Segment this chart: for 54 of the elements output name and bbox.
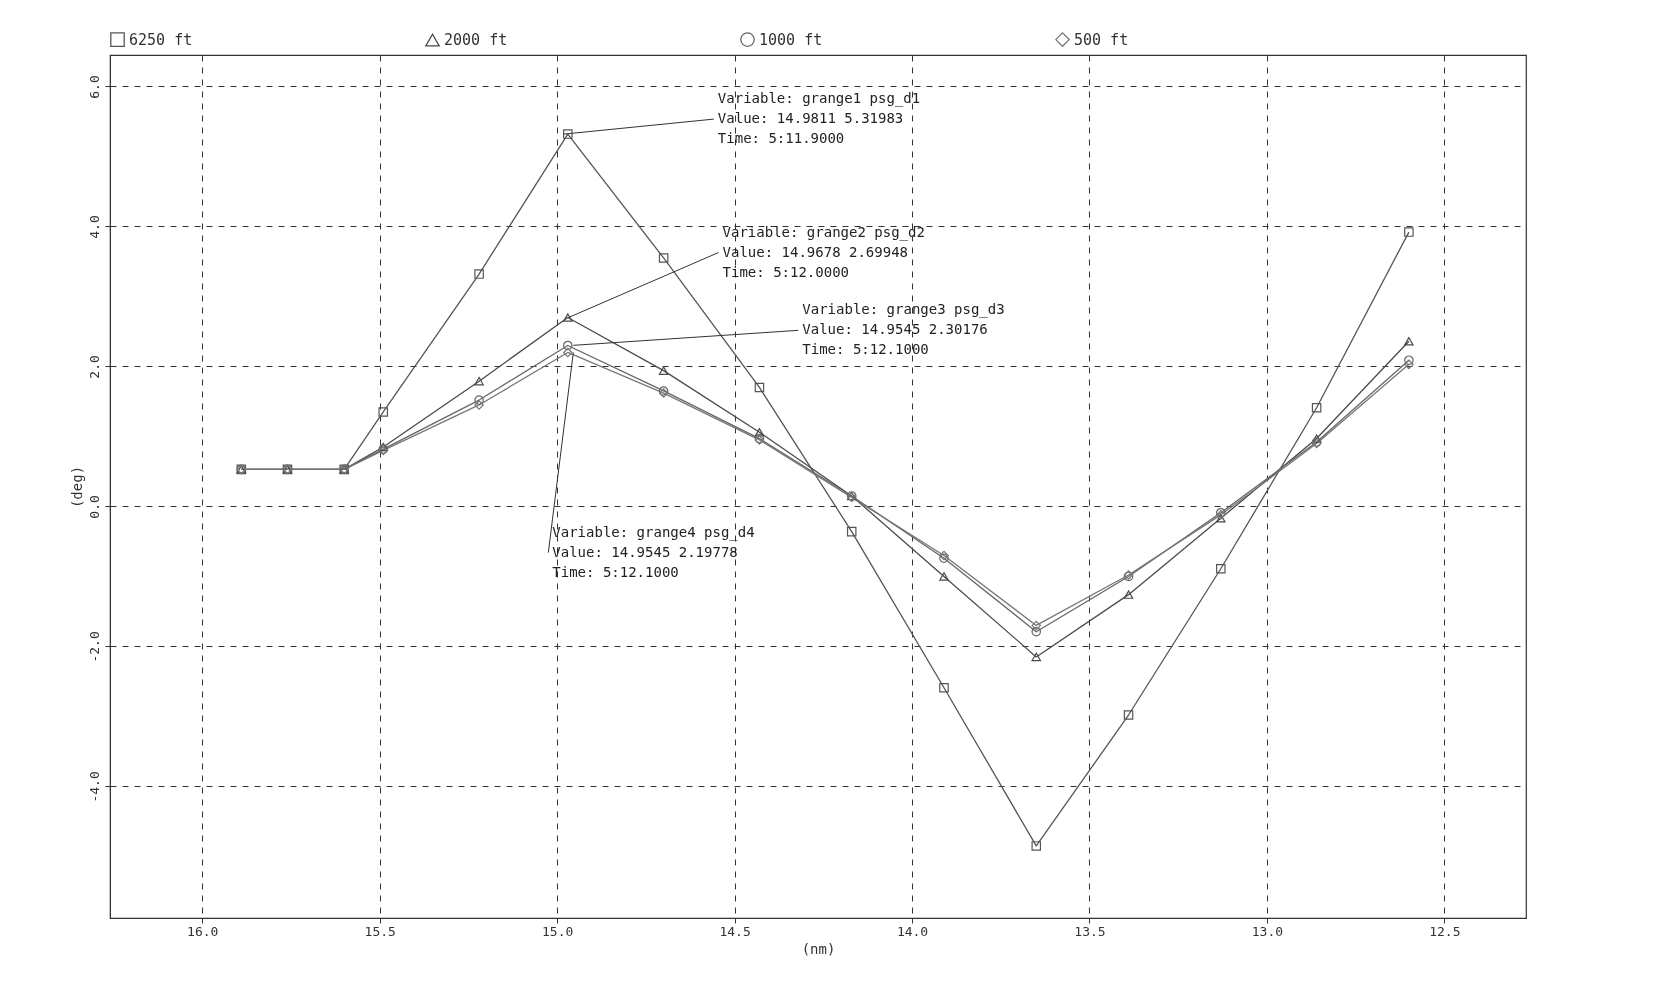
annotation: Variable: grange1 psg_d1 Value: 14.9811 5.31983 Time: 5:11.9000 [717,90,921,147]
point [563,340,573,351]
legend-label: 6250 ft [129,30,193,49]
x-tick-label: 16.0 [187,923,219,939]
point [1404,227,1414,237]
point [1404,359,1414,370]
x-tick-label: 15.5 [364,923,396,939]
point [939,572,949,581]
point [1123,590,1134,599]
point [1216,514,1226,523]
y-tick-label: 0.0 [86,495,102,519]
legend-label: 1000 ft [759,30,823,49]
y-tick-label: 4.0 [86,215,102,239]
y-axis-title: (deg) [68,465,85,509]
x-tick-label: 13.0 [1251,923,1284,939]
point [474,376,484,386]
point [1216,563,1226,574]
y-tick-label: 2.0 [86,355,102,379]
annotation: Variable: grange4 psg_d4 Value: 14.9545 2.19778 Time: 5:12.1000 [552,523,755,580]
x-tick-label: 14.5 [719,923,751,939]
point [1031,626,1042,637]
x-axis-title: (nm) [801,940,836,957]
point [1404,337,1414,346]
point [1031,652,1042,662]
point [754,382,765,393]
point [1311,402,1322,413]
point [563,347,573,358]
x-tick-label: 14.0 [896,923,929,939]
point [474,395,484,405]
y-tick-label: -2.0 [86,631,102,663]
point [658,253,669,263]
point [846,526,857,537]
point [474,400,484,410]
legend-label: 500 ft [1074,30,1129,49]
point [754,428,765,437]
point [1031,620,1042,631]
x-tick-label: 13.5 [1074,923,1106,939]
point [658,366,669,375]
x-tick-label: 12.5 [1429,923,1461,939]
legend-label: 2000 ft [444,31,508,50]
x-tick-label: 15.0 [542,923,574,939]
point [474,269,484,279]
point [939,682,949,693]
point [1404,355,1414,365]
point [563,313,573,322]
point [1311,434,1322,443]
annotation: Variable: grange3 psg_d3 Value: 14.9545 2.30176 Time: 5:12.1000 [802,301,1005,358]
point [1123,710,1134,720]
annotation: Variable: grange2 psg_d2 Value: 14.9678 2.69948 Time: 5:12.0000 [722,223,925,280]
point [1031,841,1042,851]
y-tick-label: -4.0 [86,771,102,803]
point [378,407,389,417]
y-tick-label: 6.0 [86,75,102,99]
point [563,129,573,139]
